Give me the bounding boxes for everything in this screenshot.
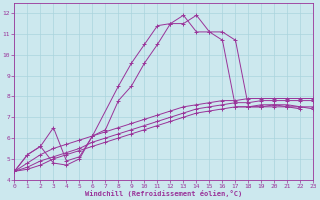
X-axis label: Windchill (Refroidissement éolien,°C): Windchill (Refroidissement éolien,°C) [85, 190, 243, 197]
